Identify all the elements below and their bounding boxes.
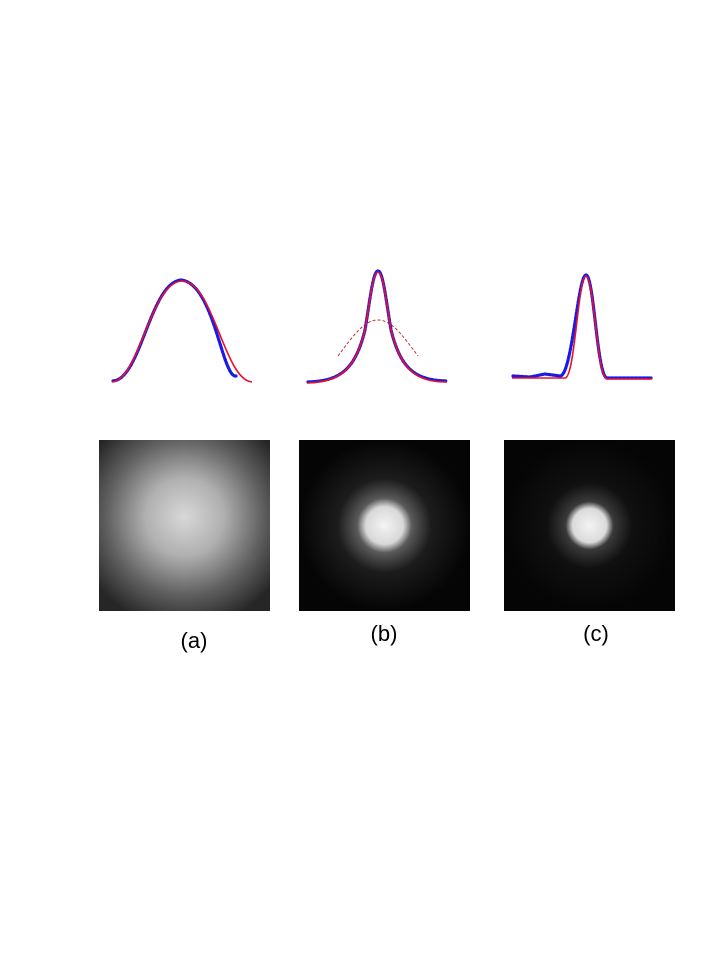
profile-b xyxy=(306,269,448,384)
panel-label: (b) xyxy=(371,621,398,646)
image-c xyxy=(504,440,675,611)
image-a xyxy=(99,440,270,611)
panel-label: (a) xyxy=(181,628,208,653)
panel-label: (c) xyxy=(583,621,609,646)
profile-a xyxy=(111,278,253,383)
image-b xyxy=(299,440,470,611)
profile-c xyxy=(511,273,653,380)
